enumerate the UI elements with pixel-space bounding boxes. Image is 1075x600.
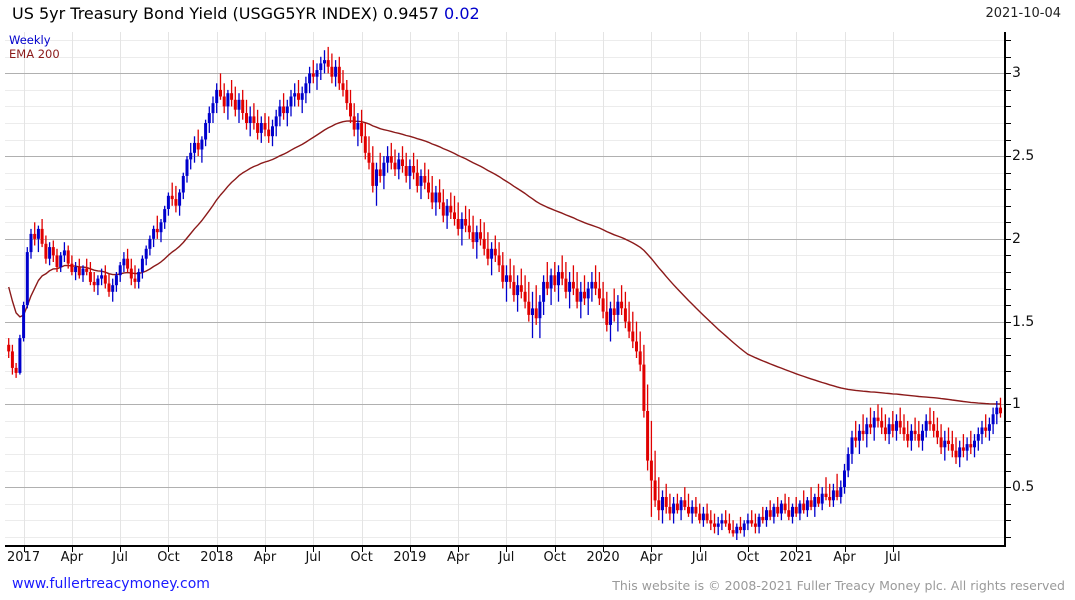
price-chart — [5, 32, 1005, 545]
x-tick-label: Jul — [305, 550, 322, 565]
y-tick-mark — [1006, 487, 1011, 489]
y-tick-mark — [1006, 255, 1011, 257]
y-tick-mark — [1006, 453, 1011, 455]
y-tick-mark — [1006, 139, 1011, 141]
x-tick-mark — [23, 547, 25, 552]
y-tick-mark — [1006, 73, 1011, 75]
x-tick-label: Apr — [640, 550, 663, 565]
x-tick-mark — [892, 547, 894, 552]
chart-legend: Weekly EMA 200 — [9, 33, 60, 61]
y-tick-mark — [1006, 123, 1011, 125]
x-axis-line — [5, 545, 1006, 547]
x-tick-label: Jul — [884, 550, 901, 565]
y-tick-mark — [1006, 106, 1011, 108]
x-tick-label: Oct — [543, 550, 567, 565]
y-tick-mark — [1006, 371, 1011, 373]
x-tick-mark — [409, 547, 411, 552]
x-tick-label: 2017 — [7, 550, 41, 565]
chart-header: US 5yr Treasury Bond Yield (USGG5YR INDE… — [0, 0, 1075, 30]
x-tick-mark — [796, 547, 798, 552]
x-tick-mark — [313, 547, 315, 552]
y-axis-line — [1004, 32, 1006, 547]
x-tick-mark — [361, 547, 363, 552]
y-tick-mark — [1006, 56, 1011, 58]
x-tick-label: Apr — [253, 550, 277, 565]
x-tick-mark — [216, 547, 218, 552]
y-tick-label: 2.5 — [1012, 148, 1035, 165]
y-tick-mark — [1006, 354, 1011, 356]
x-tick-label: 2019 — [393, 550, 427, 565]
y-tick-mark — [1006, 305, 1011, 307]
x-tick-mark — [506, 547, 508, 552]
y-tick-mark — [1006, 189, 1011, 191]
x-tick-label: 2021 — [779, 550, 813, 565]
y-tick-mark — [1006, 288, 1011, 290]
x-tick-mark — [603, 547, 605, 552]
x-tick-mark — [120, 547, 122, 552]
as-of-date: 2021-10-04 — [985, 6, 1061, 21]
x-tick-label: 2020 — [586, 550, 620, 565]
x-tick-mark — [71, 547, 73, 552]
y-tick-mark — [1006, 321, 1011, 323]
x-tick-mark — [844, 547, 846, 552]
y-tick-mark — [1006, 40, 1011, 42]
legend-item-weekly: Weekly — [9, 33, 51, 47]
x-tick-mark — [554, 547, 556, 552]
y-tick-mark — [1006, 470, 1011, 472]
copyright-notice: This website is © 2008-2021 Fuller Treac… — [612, 578, 1065, 593]
y-tick-mark — [1006, 404, 1011, 406]
y-tick-label: 1.5 — [1012, 313, 1035, 330]
y-tick-label: 3 — [1012, 65, 1021, 82]
x-tick-label: Jul — [112, 550, 128, 565]
y-tick-label: 0.5 — [1012, 479, 1035, 496]
legend-item-ema200: EMA 200 — [9, 47, 60, 61]
y-tick-mark — [1006, 536, 1011, 538]
x-tick-mark — [265, 547, 267, 552]
y-tick-mark — [1006, 503, 1011, 505]
y-tick-mark — [1006, 205, 1011, 207]
site-link[interactable]: www.fullertreacymoney.com — [12, 576, 210, 592]
y-tick-mark — [1006, 338, 1011, 340]
y-tick-mark — [1006, 156, 1011, 158]
y-tick-mark — [1006, 387, 1011, 389]
x-tick-mark — [747, 547, 749, 552]
y-tick-mark — [1006, 271, 1011, 273]
x-tick-label: Oct — [157, 550, 180, 565]
x-tick-mark — [651, 547, 653, 552]
page-title: US 5yr Treasury Bond Yield (USGG5YR INDE… — [12, 4, 480, 23]
chart-plot-area[interactable] — [5, 32, 1005, 545]
x-tick-mark — [168, 547, 170, 552]
x-tick-label: Oct — [350, 550, 373, 565]
change-value: 0.02 — [444, 4, 480, 23]
y-tick-mark — [1006, 520, 1011, 522]
x-tick-label: Jul — [691, 550, 708, 565]
x-tick-label: Apr — [833, 550, 856, 565]
x-tick-label: Jul — [498, 550, 515, 565]
x-tick-label: Apr — [60, 550, 84, 565]
x-tick-label: 2018 — [200, 550, 234, 565]
x-tick-label: Oct — [736, 550, 760, 565]
x-tick-mark — [458, 547, 460, 552]
y-tick-label: 1 — [1012, 396, 1021, 413]
x-tick-label: Apr — [446, 550, 470, 565]
y-tick-mark — [1006, 437, 1011, 439]
x-tick-mark — [699, 547, 701, 552]
y-tick-mark — [1006, 89, 1011, 91]
y-tick-mark — [1006, 222, 1011, 224]
y-tick-mark — [1006, 420, 1011, 422]
y-tick-mark — [1006, 238, 1011, 240]
y-tick-mark — [1006, 172, 1011, 174]
y-tick-label: 2 — [1012, 230, 1021, 247]
title-text: US 5yr Treasury Bond Yield (USGG5YR INDE… — [12, 4, 439, 23]
